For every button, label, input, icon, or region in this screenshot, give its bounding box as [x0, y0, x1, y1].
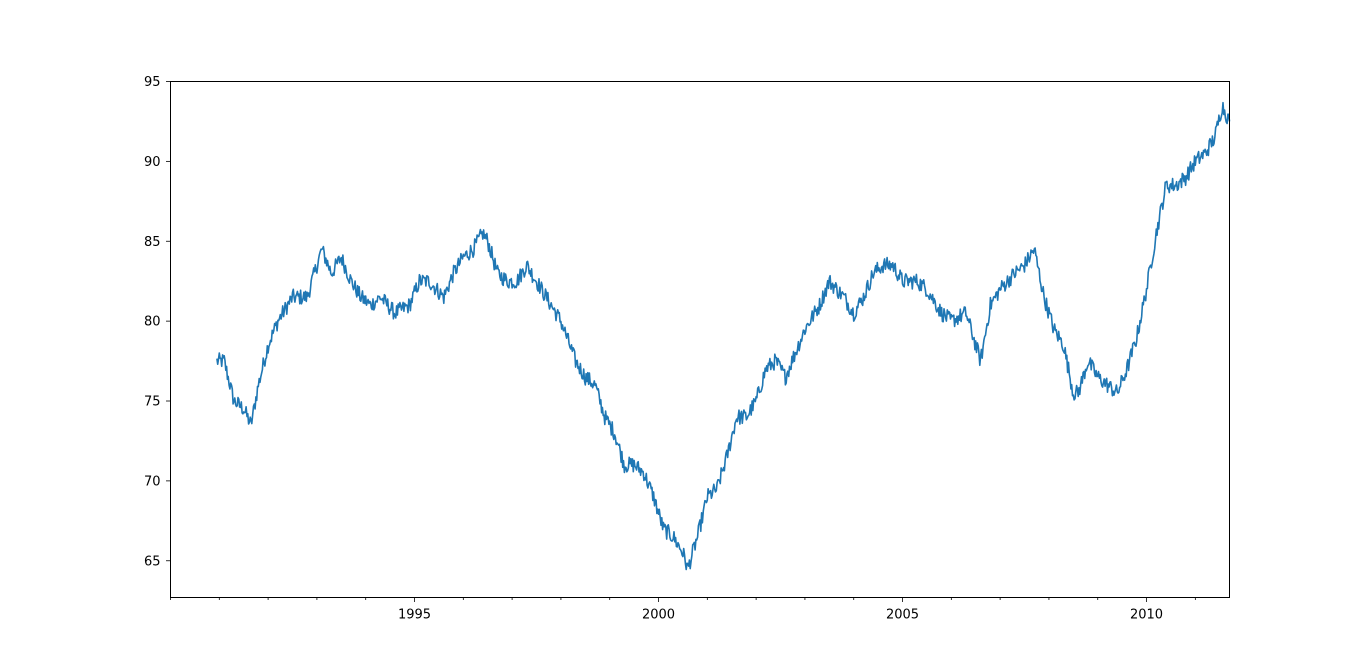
plot-frame	[170, 81, 1230, 598]
y-tick-label: 90	[144, 155, 161, 170]
y-tick-label: 85	[144, 235, 161, 250]
series-layer	[216, 101, 1231, 571]
y-tick-label: 75	[144, 395, 161, 410]
y-tick-label: 65	[144, 554, 161, 569]
y-tick-label: 95	[144, 75, 161, 90]
x-tick-label: 2010	[1130, 608, 1163, 623]
x-tick-label: 1995	[398, 608, 431, 623]
y-tick-label: 80	[144, 315, 161, 330]
y-axis: 65 70 75 80 85 90 95	[144, 75, 171, 569]
series-line	[216, 101, 1231, 571]
x-tick-label: 2000	[642, 608, 675, 623]
y-tick-label: 70	[144, 474, 161, 489]
x-axis: 1995 2000 2005 2010	[170, 597, 1196, 623]
x-tick-label: 2005	[886, 608, 919, 623]
